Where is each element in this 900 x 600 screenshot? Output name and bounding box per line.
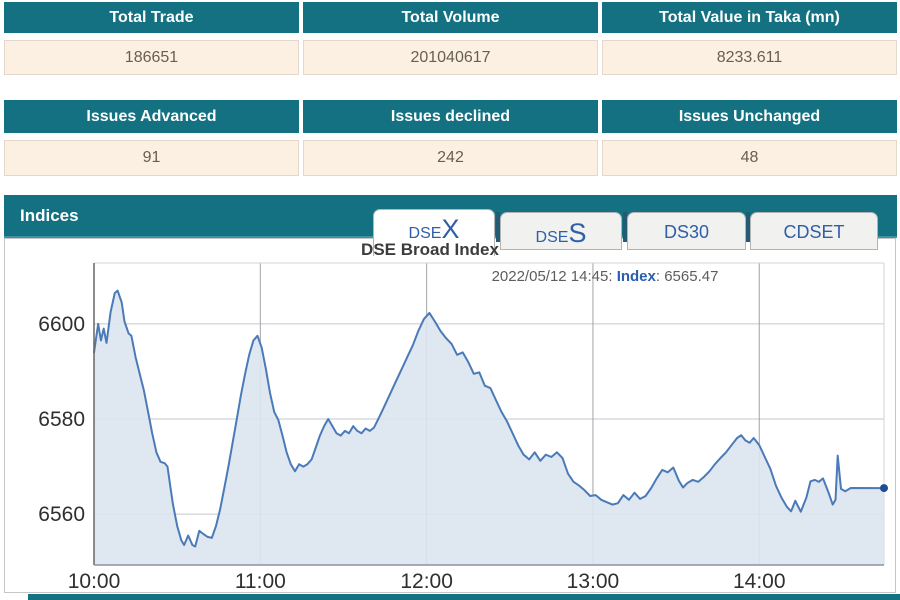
svg-text:11:00: 11:00: [235, 570, 286, 593]
svg-text:6560: 6560: [38, 503, 85, 526]
tab-ds30-label: DS30: [663, 222, 710, 242]
tooltip-series-label: Index: [616, 268, 656, 285]
tab-cdset-label: CDSET: [783, 222, 845, 242]
total-trade-value: 186651: [4, 40, 299, 75]
tab-cdset[interactable]: CDSET: [750, 212, 878, 250]
total-volume-header: Total Volume: [303, 2, 598, 33]
tab-dses-label: DSE: [535, 229, 569, 246]
trade-summary-header-row: Total Trade Total Volume Total Value in …: [4, 2, 897, 33]
chart-tooltip: 2022/05/12 14:45: Index: 6565.47: [491, 268, 719, 285]
tab-dsex-label: DSE: [408, 225, 442, 242]
tab-ds30[interactable]: DS30: [627, 212, 746, 250]
index-chart[interactable]: 6560 6580 6600 10:00 11:00 12:00 13:00 14:00: [5, 239, 897, 594]
indices-title: Indices: [20, 205, 79, 225]
trade-summary-value-row: 186651 201040617 8233.611: [4, 40, 897, 75]
tab-dsex[interactable]: DSE X: [373, 209, 495, 256]
issues-summary-value-row: 91 242 48: [4, 140, 897, 176]
svg-text:6580: 6580: [38, 408, 85, 431]
total-value-header: Total Value in Taka (mn): [602, 2, 897, 33]
issues-unchanged-value: 48: [602, 140, 897, 176]
svg-text:13:00: 13:00: [567, 570, 620, 593]
bottom-teal-strip: [28, 594, 900, 600]
tab-divider: [623, 212, 627, 242]
issues-declined-value: 242: [303, 140, 598, 176]
issues-advanced-header: Issues Advanced: [4, 100, 299, 133]
total-trade-header: Total Trade: [4, 2, 299, 33]
svg-text:6600: 6600: [38, 313, 85, 336]
total-value-taka-value: 8233.611: [602, 40, 897, 75]
issues-advanced-value: 91: [4, 140, 299, 176]
tab-divider: [746, 212, 750, 242]
total-volume-value: 201040617: [303, 40, 598, 75]
svg-text:10:00: 10:00: [68, 570, 121, 593]
tab-dses[interactable]: DSE S: [500, 212, 622, 250]
issues-unchanged-header: Issues Unchanged: [602, 100, 897, 133]
svg-text:14:00: 14:00: [733, 570, 786, 593]
index-chart-panel: 6560 6580 6600 10:00 11:00 12:00 13:00 14:00: [4, 238, 896, 593]
chart-title: DSE Broad Index: [361, 240, 499, 259]
tab-divider: [496, 212, 500, 242]
issues-declined-header: Issues declined: [303, 100, 598, 133]
issues-summary-header-row: Issues Advanced Issues declined Issues U…: [4, 100, 897, 133]
svg-text:12:00: 12:00: [400, 570, 453, 593]
